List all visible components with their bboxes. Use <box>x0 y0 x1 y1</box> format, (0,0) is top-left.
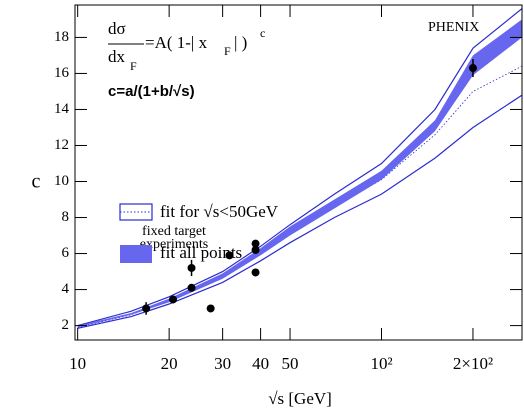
data-point <box>251 245 260 254</box>
parametrization: c=a/(1+b/√s) <box>108 83 195 100</box>
y-tick-label: 8 <box>62 209 70 225</box>
y-tick-label: 2 <box>62 317 70 333</box>
annotation: experiments <box>140 237 208 252</box>
formula-rhs: =A( 1-| x <box>145 33 208 52</box>
data-point <box>251 239 260 248</box>
x-axis-label: √s [GeV] <box>268 389 332 408</box>
plot-area <box>77 8 522 329</box>
x-tick-label: 30 <box>214 354 231 373</box>
y-tick-label: 18 <box>54 29 69 45</box>
data-point <box>169 295 178 304</box>
formula-sub: F <box>130 59 137 73</box>
data-point <box>225 251 234 260</box>
x-tick-label: 2×10² <box>453 354 493 373</box>
formula-rhs-end: | ) <box>234 33 247 52</box>
legend-label: fit for √s<50GeV <box>160 202 279 221</box>
fit-line <box>77 8 522 327</box>
x-tick-label: 10² <box>370 354 392 373</box>
legend-label: fit all points <box>160 243 242 262</box>
y-tick-label: 16 <box>54 65 70 81</box>
data-point <box>187 283 196 292</box>
fit-center <box>77 65 522 328</box>
formula-exponent: c <box>260 26 265 40</box>
x-tick-label: 10 <box>69 354 86 373</box>
x-tick-label: 40 <box>252 354 269 373</box>
y-tick-label: 10 <box>54 173 69 189</box>
data-point <box>468 64 477 73</box>
x-tick-label: 20 <box>161 354 178 373</box>
y-tick-label: 12 <box>54 137 69 153</box>
annotation: PHENIX <box>428 20 479 35</box>
legend-swatch <box>120 245 152 263</box>
formula-numerator: dσ <box>108 19 126 38</box>
fit-band <box>77 19 522 328</box>
y-tick-label: 14 <box>54 101 70 117</box>
annotation: fixed target <box>142 224 206 239</box>
data-point <box>187 263 196 272</box>
y-axis-label: c <box>32 171 41 193</box>
frame <box>74 4 523 341</box>
fit-line <box>77 94 522 329</box>
data-point <box>142 304 151 313</box>
y-tick-label: 6 <box>62 245 70 261</box>
data-point <box>206 304 215 313</box>
data-point <box>251 268 260 277</box>
formula-rhs-sub: F <box>224 44 231 58</box>
y-tick-label: 4 <box>62 281 70 297</box>
x-tick-label: 50 <box>282 354 299 373</box>
formula-denominator: dx <box>108 47 126 66</box>
